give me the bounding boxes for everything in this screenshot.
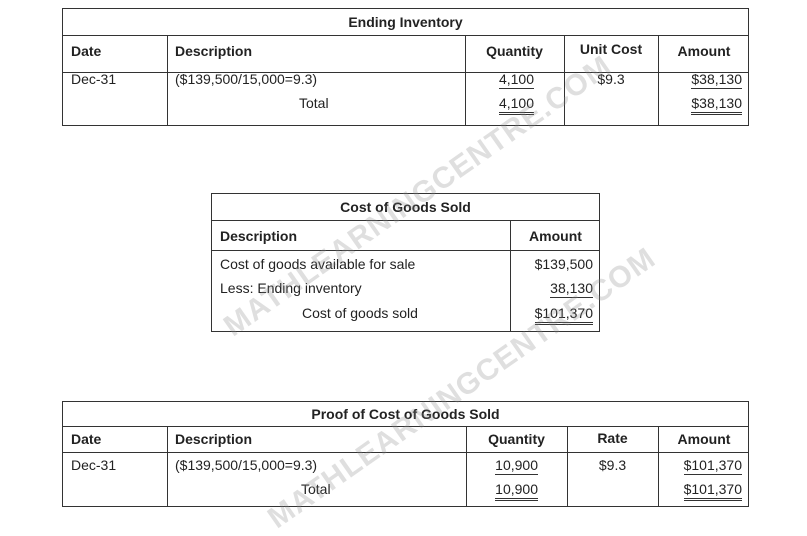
row-quantity: 10,900	[495, 457, 538, 475]
header-quantity: Quantity	[488, 431, 545, 447]
header-amount: Amount	[677, 43, 731, 59]
row-amount: $38,130	[691, 71, 742, 89]
cogs-row-ending-amount: 38,130	[550, 280, 593, 298]
column-divider	[465, 35, 466, 125]
cogs-row-available: Cost of goods available for sale	[220, 256, 416, 272]
cogs-row-ending: Less: Ending inventory	[220, 280, 362, 296]
header-date: Date	[71, 43, 102, 59]
total-amount: $38,130	[691, 95, 742, 115]
row-date: Dec-31	[71, 71, 117, 87]
column-divider	[510, 220, 511, 331]
column-divider	[567, 426, 568, 506]
row-quantity: 4,100	[498, 71, 534, 89]
total-amount: $101,370	[683, 481, 742, 501]
cogs-row-available-amount: $139,500	[534, 256, 593, 272]
total-label: Total	[299, 95, 329, 111]
total-quantity: 4,100	[498, 95, 534, 115]
row-rate: $9.3	[598, 457, 627, 473]
ending-inventory-table: Ending Inventory Date Description Quanti…	[62, 8, 749, 126]
header-unit-cost: Unit Cost	[579, 41, 643, 57]
column-divider	[658, 426, 659, 506]
header-description: Description	[175, 43, 253, 59]
cogs-table: Cost of Goods Sold Description Amount Co…	[211, 193, 600, 332]
header-divider	[63, 452, 748, 453]
cogs-total-label: Cost of goods sold	[302, 305, 418, 321]
row-date: Dec-31	[71, 457, 117, 473]
header-rate: Rate	[597, 430, 628, 446]
header-quantity: Quantity	[486, 43, 543, 59]
header-date: Date	[71, 431, 102, 447]
proof-title: Proof of Cost of Goods Sold	[63, 402, 748, 427]
total-label: Total	[301, 481, 331, 497]
column-divider	[167, 426, 168, 506]
row-description: ($139,500/15,000=9.3)	[175, 457, 318, 473]
column-divider	[658, 35, 659, 125]
header-description: Description	[175, 431, 253, 447]
row-description: ($139,500/15,000=9.3)	[175, 71, 318, 87]
column-divider	[167, 35, 168, 125]
ending-inventory-title: Ending Inventory	[63, 9, 748, 36]
cogs-total-amount: $101,370	[534, 305, 593, 325]
header-description: Description	[220, 228, 298, 244]
header-divider	[212, 250, 599, 251]
proof-table: Proof of Cost of Goods Sold Date Descrip…	[62, 401, 749, 507]
header-amount: Amount	[677, 431, 731, 447]
column-divider	[564, 35, 565, 125]
row-amount: $101,370	[683, 457, 742, 475]
header-amount: Amount	[529, 228, 582, 244]
header-divider	[63, 72, 748, 73]
column-divider	[466, 426, 467, 506]
total-quantity: 10,900	[495, 481, 538, 501]
row-unit-cost: $9.3	[597, 71, 625, 87]
cogs-title: Cost of Goods Sold	[212, 194, 599, 221]
